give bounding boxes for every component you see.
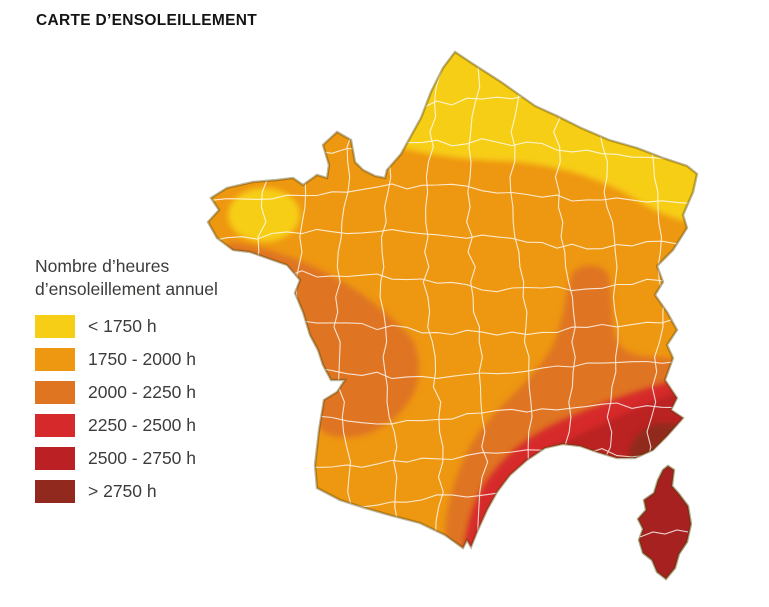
page-title: CARTE D’ENSOLEILLEMENT <box>36 12 258 29</box>
corsica-island <box>636 464 693 581</box>
legend-item: 2250 - 2500 h <box>35 413 265 437</box>
france-map <box>205 50 705 587</box>
sunshine-zones <box>208 52 697 548</box>
legend-color-swatch <box>35 347 75 371</box>
legend-color-swatch <box>35 446 75 470</box>
legend-items: < 1750 h 1750 - 2000 h 2000 - 2250 h 225… <box>35 314 265 503</box>
legend-color-swatch <box>35 413 75 437</box>
legend-item-label: 1750 - 2000 h <box>88 348 197 369</box>
legend: Nombre d’heures d’ensoleillement annuel … <box>35 255 265 513</box>
france-outline <box>206 50 699 550</box>
legend-item: > 2750 h <box>35 479 265 503</box>
legend-item-label: > 2750 h <box>88 480 157 501</box>
legend-title: Nombre d’heures d’ensoleillement annuel <box>35 255 265 301</box>
legend-item-label: 2250 - 2500 h <box>88 414 197 435</box>
legend-color-swatch <box>35 380 75 404</box>
legend-title-line2: d’ensoleillement annuel <box>35 278 218 299</box>
legend-item: < 1750 h <box>35 314 265 338</box>
legend-item-label: 2500 - 2750 h <box>88 447 197 468</box>
legend-color-swatch <box>35 314 75 338</box>
legend-item-label: 2000 - 2250 h <box>88 381 197 402</box>
legend-item: 2000 - 2250 h <box>35 380 265 404</box>
legend-item-label: < 1750 h <box>88 315 157 336</box>
corsica-department-border <box>639 529 689 538</box>
corsica <box>636 464 693 581</box>
legend-item: 1750 - 2000 h <box>35 347 265 371</box>
legend-color-swatch <box>35 479 75 503</box>
legend-title-line1: Nombre d’heures <box>35 256 170 276</box>
legend-item: 2500 - 2750 h <box>35 446 265 470</box>
